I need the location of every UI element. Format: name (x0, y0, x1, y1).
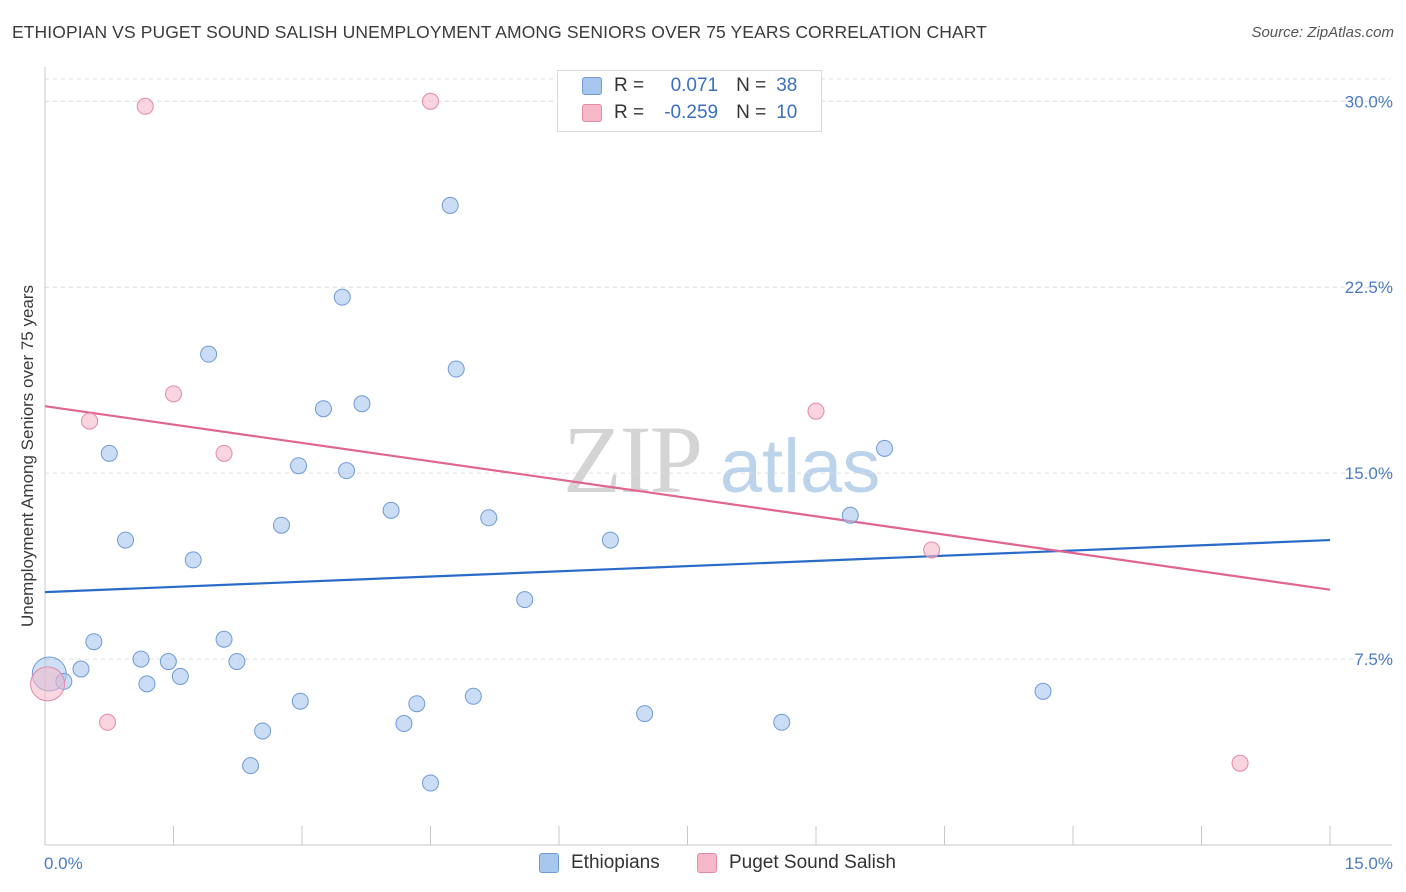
ethiopians-point (72, 660, 90, 678)
ethiopians-point (171, 667, 189, 685)
ethiopians-point (85, 633, 103, 651)
ethiopians-point (422, 774, 439, 792)
r-label: R = (614, 102, 645, 123)
trend-lines (44, 405, 1331, 594)
ethiopians-point (132, 650, 150, 668)
legend-label-puget-sound-salish: Puget Sound Salish (729, 852, 896, 873)
ethiopians-point (338, 462, 356, 480)
watermark-atlas: atlas (720, 424, 881, 509)
ethiopians-point (100, 444, 118, 462)
ethiopians-point (516, 591, 534, 609)
ethiopians-point (636, 705, 654, 723)
puget-sound-salish-point (30, 666, 66, 702)
ethiopians-point (408, 695, 426, 713)
n-value: 38 (776, 75, 798, 96)
x-tick-label: 15.0% (1345, 854, 1393, 873)
puget-sound-salish-trend-line (44, 405, 1331, 591)
ethiopians-point (314, 400, 332, 418)
ethiopians-point (333, 288, 351, 306)
r-value: 0.071 (670, 75, 719, 96)
puget-sound-salish-point (422, 92, 439, 110)
ethiopians-point (159, 653, 177, 671)
ethiopians-point (242, 757, 260, 775)
stats-row-ethiopians: R = 0.071 N = 38 (582, 74, 797, 98)
y-tick-label: 7.5% (1354, 650, 1393, 669)
n-label: N = (736, 75, 767, 96)
ethiopians-point (464, 687, 482, 705)
ethiopians-point (254, 722, 272, 740)
ethiopians-point (200, 345, 218, 363)
legend-label-ethiopians: Ethiopians (571, 852, 660, 873)
axes (44, 67, 1392, 846)
puget-sound-salish-point (1231, 754, 1249, 772)
ethiopians-point (353, 395, 371, 413)
x-tick-label: 0.0% (44, 854, 83, 873)
ethiopians-swatch (582, 77, 602, 95)
ethiopians-point (841, 506, 859, 524)
ethiopians-trend-line (44, 538, 1331, 594)
data-points (30, 92, 1249, 792)
puget-sound-salish-legend-swatch (697, 853, 717, 873)
legend-item-ethiopians[interactable]: Ethiopians (539, 852, 660, 874)
puget-sound-salish-swatch (582, 104, 602, 122)
ethiopians-point (272, 516, 290, 534)
puget-sound-salish-point (165, 385, 182, 403)
ethiopians-point (395, 715, 413, 733)
legend-item-puget-sound-salish[interactable]: Puget Sound Salish (697, 852, 896, 874)
ethiopians-point (601, 531, 619, 549)
y-axis-title: Unemployment Among Seniors over 75 years (18, 285, 37, 627)
series-legend: Ethiopians Puget Sound Salish (0, 852, 1406, 878)
ethiopians-point (290, 457, 308, 475)
ethiopians-point (138, 675, 156, 693)
source-credit: Source: ZipAtlas.com (1251, 24, 1394, 41)
puget-sound-salish-point (81, 412, 99, 430)
ethiopians-point (876, 439, 894, 457)
puget-sound-salish-point (215, 444, 233, 462)
puget-sound-salish-point (807, 402, 825, 420)
ethiopians-point (117, 531, 135, 549)
puget-sound-salish-point (136, 97, 154, 115)
ethiopians-point (447, 360, 465, 378)
tick-labels: 7.5% 15.0% 22.5% 30.0% 0.0% 15.0% (44, 92, 1393, 873)
puget-sound-salish-point (99, 713, 117, 731)
ethiopians-legend-swatch (539, 853, 559, 873)
puget-sound-salish-point (923, 541, 941, 559)
y-tick-label: 15.0% (1345, 464, 1393, 483)
r-label: R = (614, 75, 645, 96)
y-tick-label: 30.0% (1345, 92, 1393, 111)
ethiopians-point (1034, 682, 1052, 700)
ethiopians-point (228, 653, 246, 671)
ethiopians-point (184, 551, 202, 569)
stats-legend: R = 0.071 N = 38 R = -0.259 N = 10 (557, 70, 822, 132)
r-value: -0.259 (664, 102, 719, 123)
stats-row-puget-sound-salish: R = -0.259 N = 10 (582, 101, 797, 125)
n-label: N = (736, 102, 767, 123)
ethiopians-point (773, 713, 791, 731)
watermark: ZIP atlas (563, 406, 880, 513)
ethiopians-point (215, 630, 233, 648)
gridlines (45, 78, 1390, 660)
ethiopians-point (291, 692, 309, 710)
ethiopians-point (480, 509, 498, 527)
ethiopians-point (382, 501, 400, 519)
ethiopians-point (441, 196, 459, 214)
watermark-zip: ZIP (563, 406, 701, 513)
chart-title: ETHIOPIAN VS PUGET SOUND SALISH UNEMPLOY… (12, 22, 987, 42)
y-tick-label: 22.5% (1345, 278, 1393, 297)
n-value: 10 (776, 102, 798, 123)
